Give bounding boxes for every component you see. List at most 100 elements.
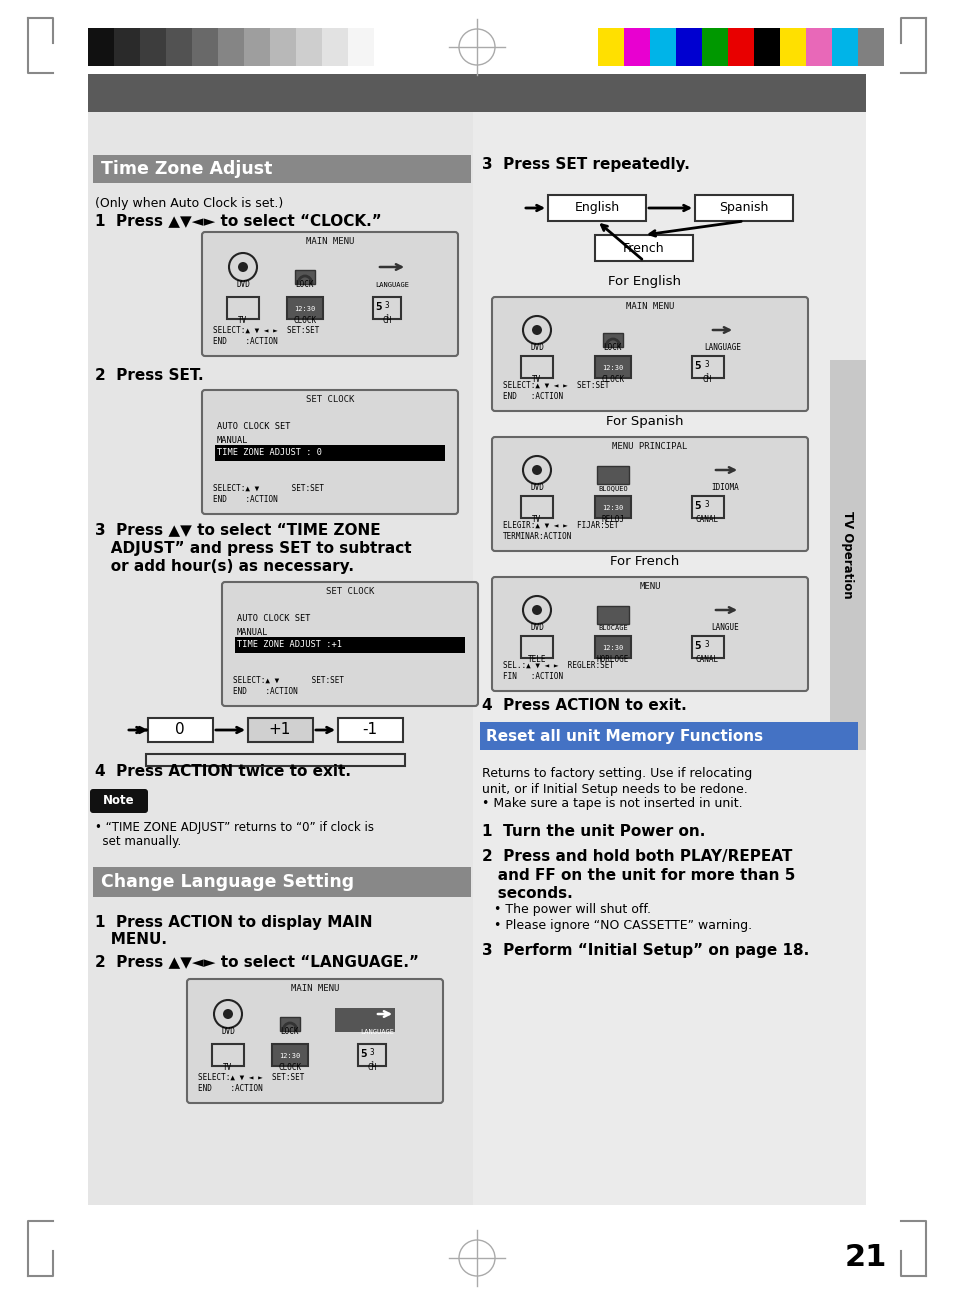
FancyBboxPatch shape — [202, 389, 457, 514]
Text: CLOCK: CLOCK — [294, 316, 316, 325]
Bar — [244, 28, 270, 66]
Bar — [280, 1017, 299, 1031]
Text: • Please ignore “NO CASSETTE” warning.: • Please ignore “NO CASSETTE” warning. — [494, 919, 751, 932]
Text: Note: Note — [103, 795, 134, 807]
Text: TV: TV — [223, 1062, 233, 1071]
Text: CH: CH — [382, 316, 392, 325]
Text: IDIOMA: IDIOMA — [710, 483, 739, 492]
Text: 1: 1 — [704, 373, 708, 378]
Bar — [140, 28, 166, 66]
Text: SELECT:▲ ▼       SET:SET: SELECT:▲ ▼ SET:SET — [233, 675, 344, 685]
Bar — [88, 28, 113, 66]
Text: LANGUE: LANGUE — [710, 622, 739, 631]
Text: Time Zone Adjust: Time Zone Adjust — [101, 160, 273, 179]
Text: 0: 0 — [175, 722, 185, 738]
Text: 5: 5 — [694, 501, 700, 511]
Text: TELE: TELE — [527, 655, 546, 664]
FancyBboxPatch shape — [222, 582, 477, 707]
Text: TIME ZONE ADJUST :+1: TIME ZONE ADJUST :+1 — [236, 641, 341, 650]
FancyBboxPatch shape — [187, 980, 442, 1102]
Text: END    :ACTION: END :ACTION — [198, 1084, 262, 1093]
Bar — [727, 28, 753, 66]
Text: 5: 5 — [375, 302, 382, 312]
Text: unit, or if Initial Setup needs to be redone.: unit, or if Initial Setup needs to be re… — [481, 783, 747, 796]
Text: TV: TV — [238, 316, 248, 325]
Text: For English: For English — [608, 276, 680, 289]
Text: Reset all unit Memory Functions: Reset all unit Memory Functions — [485, 729, 762, 744]
Text: LANGUAGE: LANGUAGE — [703, 343, 740, 352]
Bar — [597, 606, 628, 624]
FancyBboxPatch shape — [492, 577, 807, 691]
Bar — [348, 28, 374, 66]
Text: CLOCK: CLOCK — [278, 1062, 301, 1071]
Bar — [373, 298, 400, 320]
Bar — [88, 113, 473, 1205]
Text: 12:30: 12:30 — [601, 505, 623, 511]
Text: MENU PRINCIPAL: MENU PRINCIPAL — [612, 443, 687, 452]
Text: Change Language Setting: Change Language Setting — [101, 873, 354, 892]
Text: SELECT:▲ ▼ ◄ ►  SET:SET: SELECT:▲ ▼ ◄ ► SET:SET — [213, 326, 319, 335]
Bar — [234, 637, 464, 653]
Text: French: French — [622, 242, 664, 255]
Text: RELOJ: RELOJ — [600, 515, 624, 524]
Bar — [479, 722, 857, 751]
Text: BLOCAGE: BLOCAGE — [598, 625, 627, 631]
Bar — [597, 466, 628, 484]
Bar — [113, 28, 140, 66]
Text: 3: 3 — [704, 360, 709, 369]
Bar — [649, 28, 676, 66]
Text: LOCK: LOCK — [280, 1027, 299, 1036]
Text: MENU.: MENU. — [95, 933, 167, 947]
Text: For French: For French — [610, 555, 679, 568]
Bar — [166, 28, 192, 66]
Bar — [357, 1044, 386, 1066]
Text: MENU: MENU — [639, 582, 660, 591]
Text: 2  Press and hold both PLAY/REPEAT: 2 Press and hold both PLAY/REPEAT — [481, 849, 792, 864]
Text: MAIN MENU: MAIN MENU — [291, 983, 339, 992]
Text: MANUAL: MANUAL — [216, 436, 248, 445]
Bar — [676, 28, 701, 66]
Bar — [92, 867, 471, 897]
Bar — [322, 28, 348, 66]
Text: SELECT:▲ ▼ ◄ ►  SET:SET: SELECT:▲ ▼ ◄ ► SET:SET — [502, 380, 609, 389]
Text: LANGUAGE: LANGUAGE — [359, 1029, 394, 1035]
Bar — [148, 718, 213, 741]
Bar — [595, 236, 692, 261]
Bar — [780, 28, 805, 66]
Text: END    :ACTION: END :ACTION — [213, 336, 277, 345]
Text: 5: 5 — [694, 641, 700, 651]
Text: (Only when Auto Clock is set.): (Only when Auto Clock is set.) — [95, 197, 283, 210]
Bar — [270, 28, 295, 66]
Text: 3: 3 — [704, 641, 709, 650]
Text: 3  Press ▲▼ to select “TIME ZONE: 3 Press ▲▼ to select “TIME ZONE — [95, 523, 380, 537]
Text: 3: 3 — [704, 499, 709, 509]
Text: HORLOGE: HORLOGE — [597, 655, 629, 664]
Bar — [602, 333, 622, 347]
Bar — [212, 1044, 244, 1066]
Text: • The power will shut off.: • The power will shut off. — [494, 903, 650, 916]
Bar — [829, 360, 865, 751]
Text: and FF on the unit for more than 5: and FF on the unit for more than 5 — [481, 867, 795, 883]
Text: TV Operation: TV Operation — [841, 511, 854, 599]
Bar — [272, 1044, 308, 1066]
Text: SELECT:▲ ▼ ◄ ►  SET:SET: SELECT:▲ ▼ ◄ ► SET:SET — [198, 1073, 304, 1082]
Bar — [473, 113, 865, 1205]
Text: LOCK: LOCK — [603, 343, 621, 352]
Text: SELECT:▲ ▼       SET:SET: SELECT:▲ ▼ SET:SET — [213, 484, 324, 493]
Bar — [287, 298, 323, 320]
Text: TV: TV — [532, 515, 541, 524]
FancyBboxPatch shape — [492, 298, 807, 411]
Bar — [547, 195, 645, 221]
Text: English: English — [574, 202, 618, 215]
Bar — [335, 1008, 395, 1033]
Text: MAIN MENU: MAIN MENU — [625, 302, 674, 311]
Text: END    :ACTION: END :ACTION — [213, 496, 277, 503]
Text: END    :ACTION: END :ACTION — [233, 687, 297, 696]
Bar — [520, 496, 553, 518]
Bar — [691, 496, 723, 518]
Bar — [227, 298, 258, 320]
Text: 12:30: 12:30 — [279, 1053, 300, 1058]
Bar — [146, 754, 405, 766]
Text: or add hour(s) as necessary.: or add hour(s) as necessary. — [95, 559, 354, 573]
Bar — [218, 28, 244, 66]
